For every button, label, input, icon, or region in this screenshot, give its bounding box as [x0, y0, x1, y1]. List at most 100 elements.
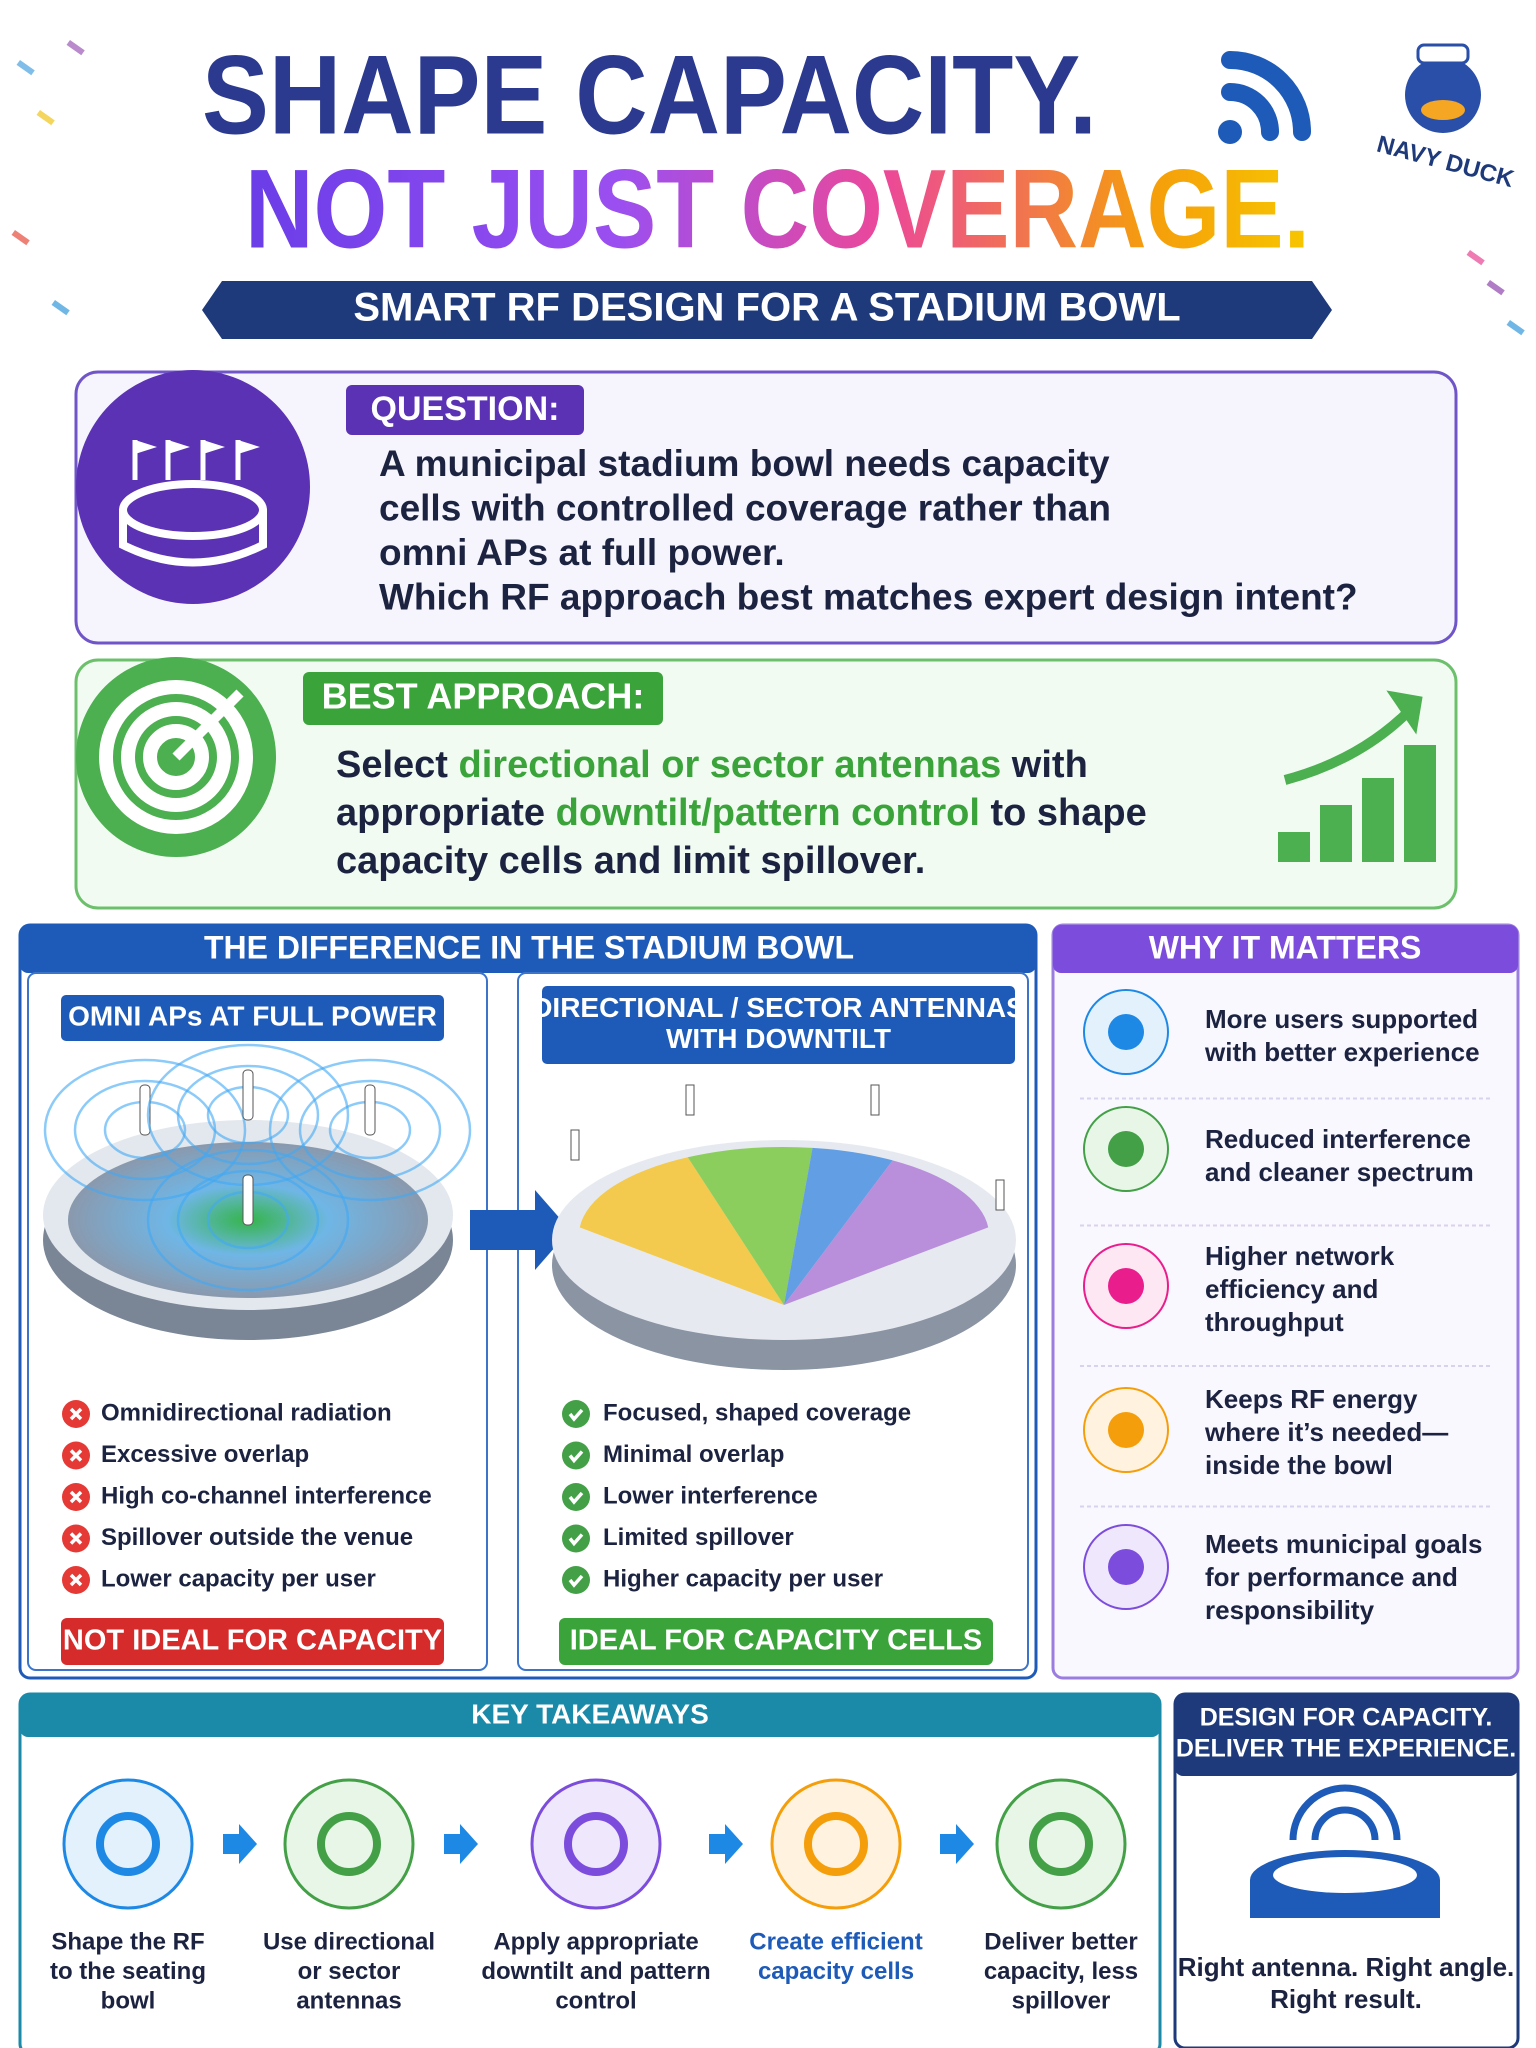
design-title: DESIGN FOR CAPACITY.	[1200, 1704, 1493, 1732]
signal-wave	[176, 1169, 320, 1271]
wifi-icon	[1289, 1784, 1401, 1841]
step-arrow	[223, 1824, 257, 1864]
why-text: with better experience	[1204, 1037, 1480, 1067]
why-icon	[1108, 1014, 1144, 1050]
sector-antenna	[685, 1084, 695, 1116]
why-text: for performance and	[1205, 1562, 1458, 1592]
step-icon-bg	[770, 1778, 902, 1910]
directional-verdict-bg	[559, 1618, 993, 1665]
title: SHAPE CAPACITY.	[202, 33, 1097, 158]
why-icon	[1108, 1549, 1144, 1585]
target-ring	[99, 680, 253, 834]
wifi-icon	[1221, 83, 1279, 141]
sector-coverage	[784, 1160, 989, 1305]
flag	[168, 440, 190, 454]
sector-antenna	[570, 1129, 580, 1161]
step-text: Shape the RF	[51, 1928, 204, 1955]
step-arrow	[444, 1824, 478, 1864]
logo-duck	[1405, 57, 1481, 133]
growth-arrowhead	[1386, 690, 1423, 735]
design-tagline: Right antenna. Right angle.	[1178, 1952, 1515, 1982]
growth-bar	[1404, 745, 1436, 862]
step-text: spillover	[1012, 1987, 1111, 2014]
takeaways-header	[20, 1694, 1160, 1737]
growth-bar	[1320, 805, 1352, 862]
step-arrow	[940, 1824, 974, 1864]
directional-item: Higher capacity per user	[603, 1565, 883, 1592]
omni-label: OMNI APs AT FULL POWER	[68, 1000, 437, 1031]
why-icon	[1108, 1131, 1144, 1167]
directional-item: Minimal overlap	[603, 1441, 784, 1468]
question-text: cells with controlled coverage rather th…	[379, 487, 1111, 528]
check-icon	[562, 1483, 590, 1511]
sector-antenna	[995, 1179, 1005, 1211]
why-text: inside the bowl	[1205, 1450, 1393, 1480]
step-icon	[564, 1812, 628, 1876]
flag	[238, 440, 260, 454]
best-segment: to shape	[980, 792, 1147, 834]
why-text: efficiency and	[1205, 1274, 1378, 1304]
confetti	[51, 300, 70, 316]
confetti	[11, 230, 30, 246]
step-text: Apply appropriate	[493, 1928, 698, 1955]
omni-item: Spillover outside the venue	[101, 1524, 413, 1551]
step-text: bowl	[101, 1987, 156, 2014]
why-text: Reduced interference	[1205, 1124, 1471, 1154]
omni-item: High co-channel interference	[101, 1482, 432, 1509]
check-icon	[562, 1441, 590, 1470]
flow-arrow	[470, 1190, 570, 1270]
icon-glyph	[69, 1573, 83, 1587]
takeaways-title: KEY TAKEAWAYS	[471, 1698, 709, 1729]
why-text: where it’s needed—	[1204, 1417, 1448, 1447]
best-label: BEST APPROACH:	[322, 676, 645, 717]
design-title: DELIVER THE EXPERIENCE.	[1176, 1735, 1516, 1763]
best-segment: with	[1001, 744, 1088, 786]
step-text: control	[555, 1987, 636, 2014]
why-header	[1053, 925, 1518, 973]
ap-antenna	[242, 1174, 254, 1226]
step-text: to the seating	[50, 1958, 206, 1985]
design-header	[1175, 1694, 1518, 1776]
best-segment: downtilt/pattern control	[556, 792, 980, 834]
best-segment: appropriate	[336, 792, 556, 834]
why-text: Meets municipal goals	[1205, 1529, 1482, 1559]
ap-antenna	[242, 1069, 254, 1121]
icon-glyph	[69, 1449, 83, 1462]
confetti	[66, 40, 85, 56]
icon-glyph	[69, 1532, 83, 1545]
wifi-icon	[1221, 51, 1311, 141]
step-text: Deliver better	[984, 1928, 1137, 1955]
step-text: Use directional	[263, 1928, 435, 1955]
step-arrow	[709, 1824, 743, 1864]
icon-glyph	[69, 1407, 83, 1421]
best-text: appropriate downtilt/pattern control to …	[336, 792, 1147, 834]
omni-verdict-bg	[61, 1618, 444, 1665]
step-text: capacity cells	[758, 1958, 914, 1985]
question-text: A municipal stadium bowl needs capacity	[379, 443, 1110, 484]
icon-glyph	[568, 1491, 584, 1505]
stadium-icon	[1273, 1857, 1417, 1893]
directional-verdict: IDEAL FOR CAPACITY CELLS	[570, 1625, 982, 1657]
why-text: and cleaner spectrum	[1205, 1157, 1474, 1187]
signal-wave	[43, 1058, 247, 1202]
stadium-icon	[119, 510, 267, 567]
signal-wave	[298, 1079, 442, 1181]
omni-item: Lower capacity per user	[101, 1565, 376, 1592]
check-icon	[562, 1524, 590, 1553]
step-icon	[804, 1812, 868, 1876]
growth-bar	[1362, 778, 1394, 862]
why-text: throughput	[1205, 1307, 1344, 1337]
omni-item: Excessive overlap	[101, 1441, 309, 1468]
directional-label: DIRECTIONAL / SECTOR ANTENNAS	[532, 992, 1025, 1023]
best-text: Select directional or sector antennas wi…	[336, 744, 1088, 786]
step-text: capacity, less	[984, 1958, 1138, 1985]
icon-glyph	[568, 1450, 584, 1464]
icon-glyph	[568, 1574, 584, 1588]
omni-item: Omnidirectional radiation	[101, 1399, 392, 1426]
confetti	[16, 60, 35, 76]
best-segment: directional or sector antennas	[459, 744, 1002, 786]
icon-glyph	[568, 1533, 584, 1547]
sector-coverage	[687, 1147, 813, 1305]
signal-wave	[268, 1058, 472, 1202]
